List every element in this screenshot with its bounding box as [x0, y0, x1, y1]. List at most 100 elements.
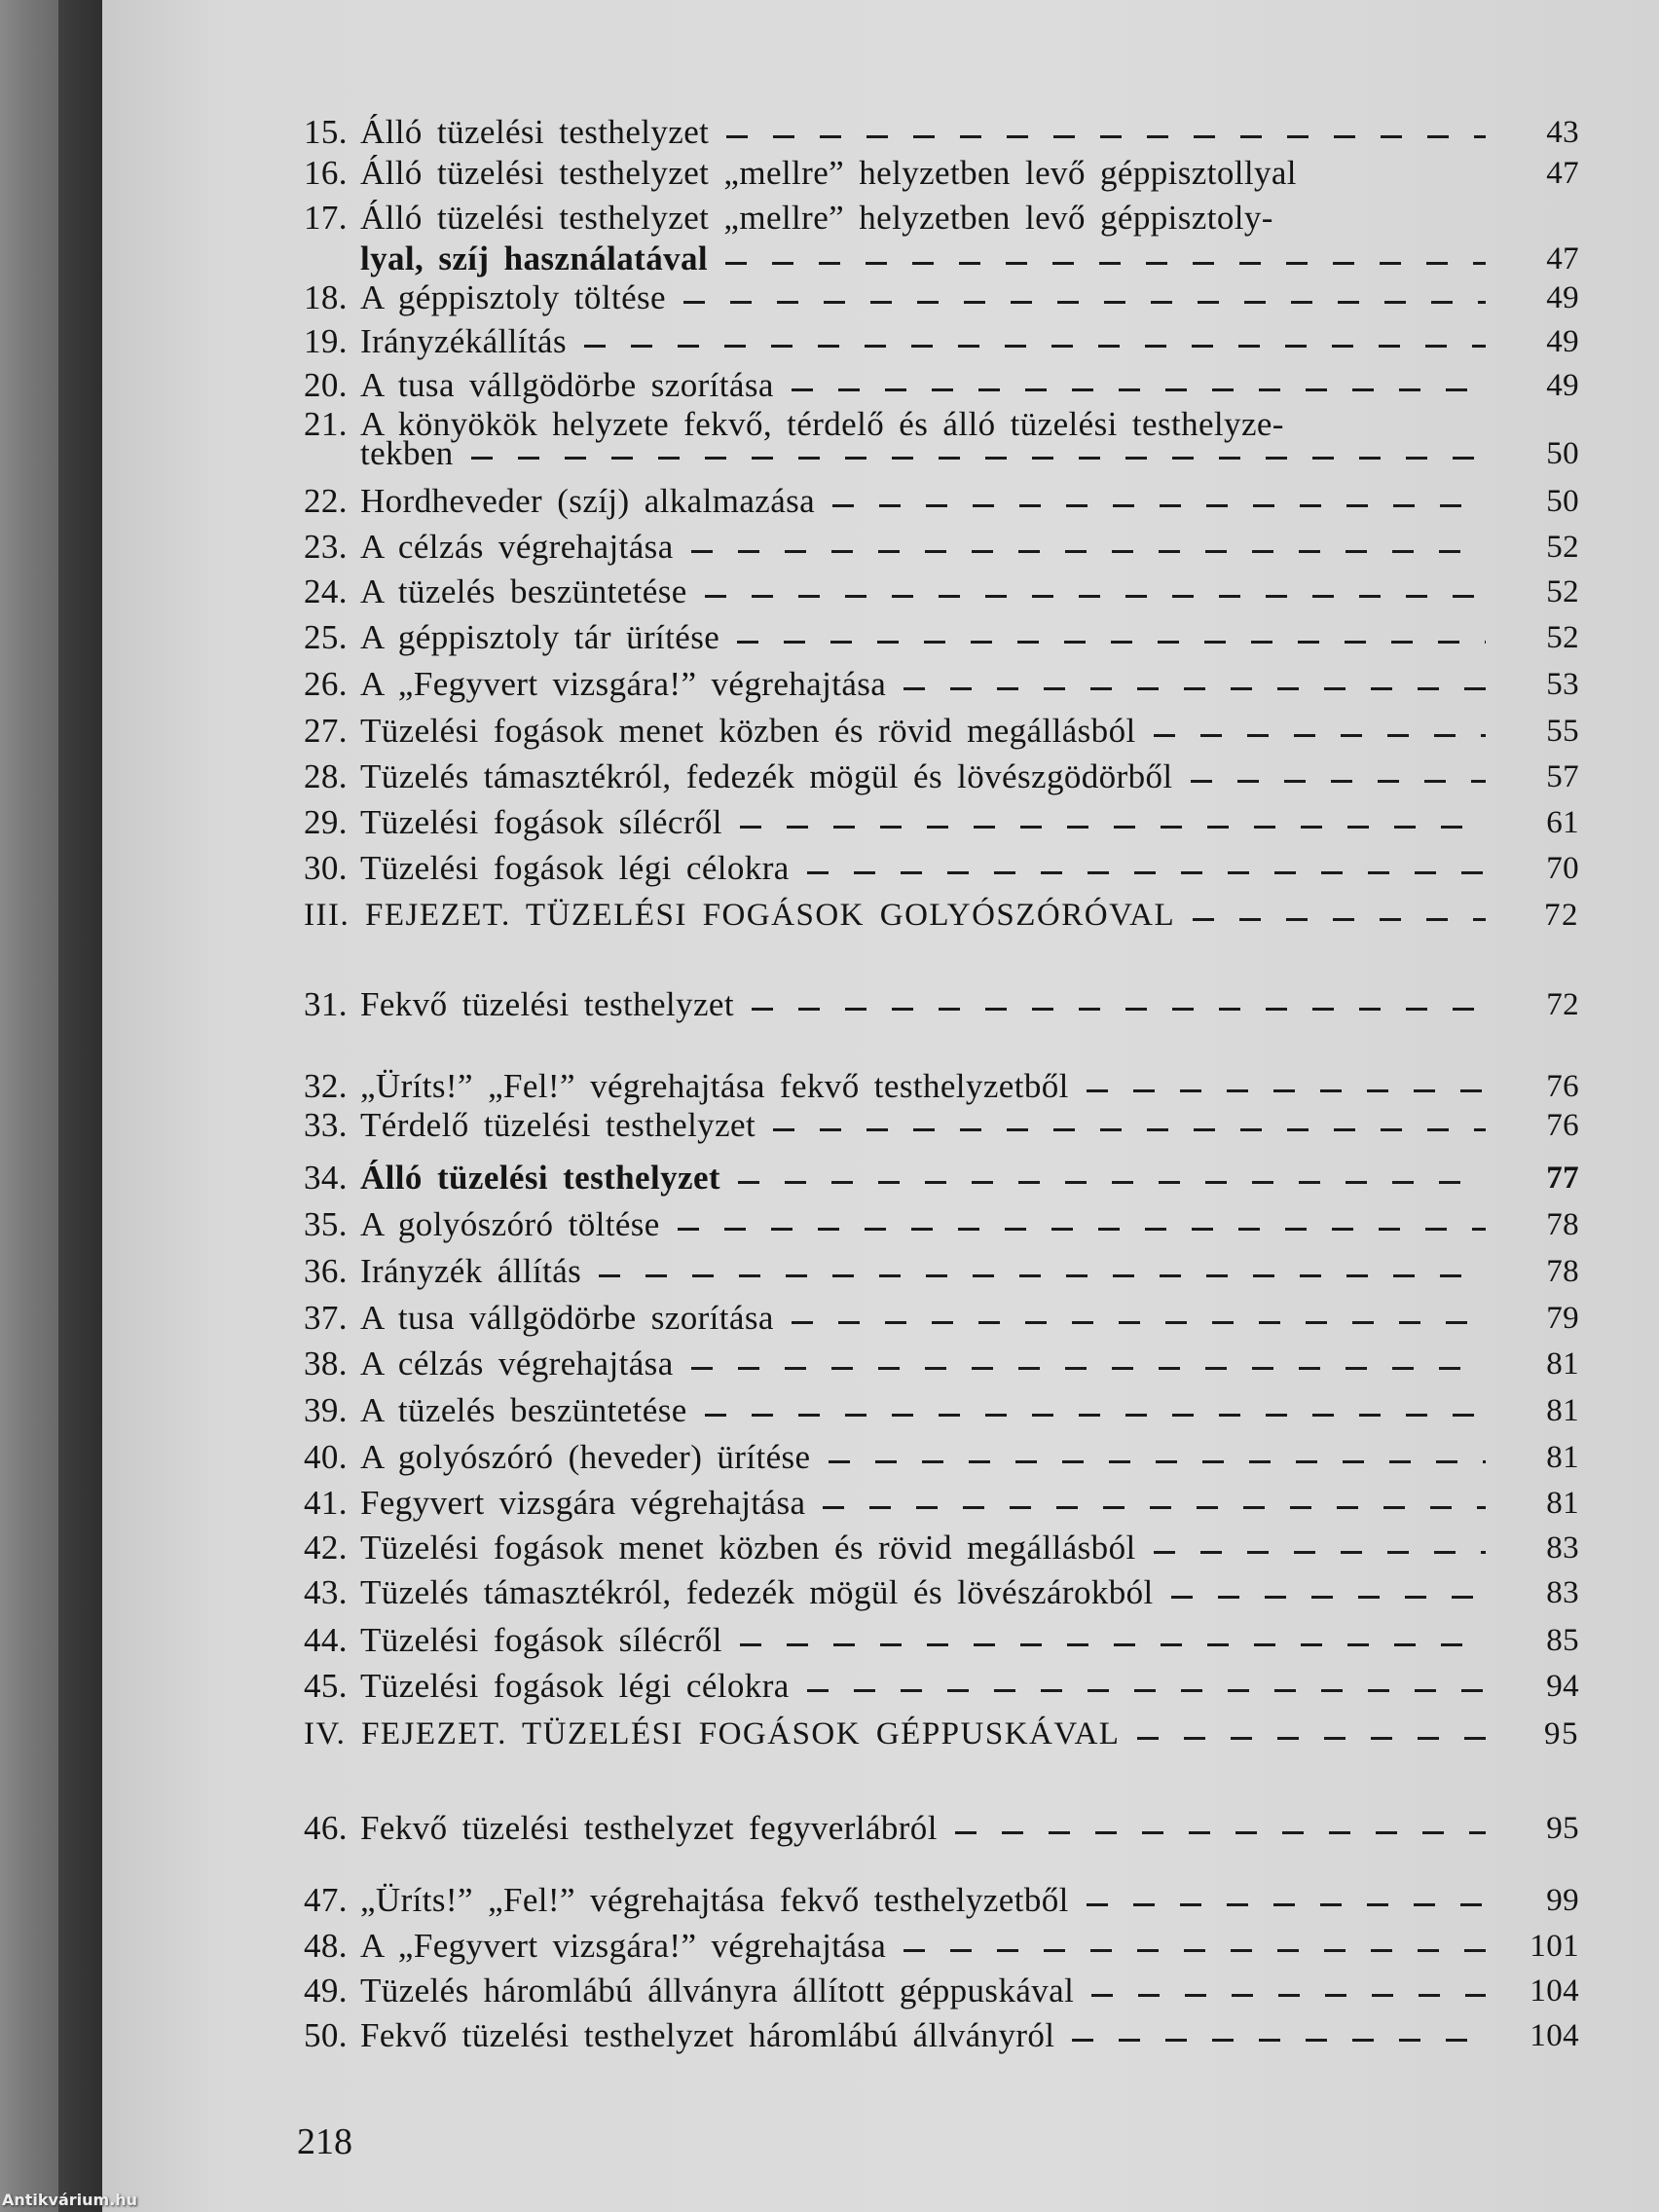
book-spine: [0, 0, 58, 2212]
watermark: Antikvárium.hu: [2, 2191, 138, 2209]
entry-page: 52: [1546, 574, 1579, 609]
dot-leader: [1072, 2039, 1486, 2042]
dot-leader: [682, 301, 1486, 304]
entry-title: A géppisztoly töltése: [360, 278, 666, 316]
toc-entry: 46. Fekvő tüzelési testhelyzet fegyverláb…: [304, 1803, 1579, 1848]
entry-page: 50: [1546, 484, 1579, 519]
entry-page: 47: [1546, 156, 1579, 191]
entry-number: 27.: [304, 712, 348, 750]
entry-number: 22.: [304, 482, 348, 520]
dot-leader: [690, 1367, 1486, 1370]
entry-title: Álló tüzelési testhelyzet: [360, 113, 710, 151]
dot-leader: [828, 1460, 1486, 1463]
toc-entry: 36. Irányzék állítás 78: [304, 1246, 1579, 1291]
entry-page: 83: [1546, 1575, 1579, 1610]
entry-title: A célzás végrehajtása: [360, 528, 674, 566]
toc-entry: 31. Fekvő tüzelési testhelyzet 72: [304, 979, 1579, 1024]
toc-entry: 44. Tüzelési fogások sílécről 85: [304, 1615, 1579, 1660]
entry-number: 28.: [304, 757, 348, 795]
toc-entry: 45. Tüzelési fogások légi célokra 94: [304, 1661, 1579, 1706]
entry-number: 40.: [304, 1438, 348, 1476]
entry-number: 41.: [304, 1484, 348, 1522]
entry-title: A tusa vállgödörbe szorítása: [360, 1299, 774, 1337]
toc-entry: 42. Tüzelési fogások menet közben és rövi…: [304, 1523, 1579, 1567]
entry-title: Tüzelés támasztékról, fedezék mögül és l…: [360, 1573, 1154, 1611]
dot-leader: [739, 1643, 1486, 1646]
entry-number: 50.: [304, 2016, 348, 2054]
entry-number: 43.: [304, 1573, 348, 1611]
toc-entry: 32. „Üríts!” „Fel!” végrehajtása fekvő te…: [304, 1061, 1579, 1106]
dot-leader: [1091, 1994, 1486, 1997]
entry-title: Álló tüzelési testhelyzet „mellre” helyz…: [360, 154, 1297, 192]
entry-title: Térdelő tüzelési testhelyzet: [360, 1106, 756, 1144]
entry-number: 26.: [304, 665, 348, 703]
entry-title: Tüzelési fogások légi célokra: [360, 849, 790, 887]
entry-number: 21.: [304, 405, 348, 443]
entry-title: Irányzékállítás: [360, 322, 568, 360]
dot-leader: [1137, 1737, 1486, 1740]
dot-leader: [704, 595, 1486, 598]
entry-page: 95: [1546, 1811, 1579, 1846]
entry-page: 94: [1546, 1669, 1579, 1704]
toc-entry: 20. A tusa vállgödörbe szorítása 49: [304, 360, 1579, 405]
entry-title: „Üríts!” „Fel!” végrehajtása fekvő testh…: [360, 1067, 1069, 1105]
toc-entry: 17. Álló tüzelési testhelyzet „mellre” he…: [304, 193, 1579, 238]
entry-page: 47: [1546, 241, 1579, 276]
dot-leader: [903, 1949, 1486, 1952]
dot-leader: [773, 1128, 1486, 1131]
toc-entry: 23. A célzás végrehajtása 52: [304, 522, 1579, 567]
entry-page: 76: [1546, 1108, 1579, 1143]
toc-entry: 26. A „Fegyvert vizsgára!” végrehajtása 53: [304, 659, 1579, 704]
entry-number: 44.: [304, 1621, 348, 1659]
toc-entry: 35. A golyószóró töltése 78: [304, 1199, 1579, 1244]
entry-title: A tüzelés beszüntetése: [360, 1391, 687, 1429]
entry-page: 57: [1546, 759, 1579, 794]
entry-number: 29.: [304, 803, 348, 841]
toc-entry: 29. Tüzelési fogások sílécről 61: [304, 797, 1579, 842]
entry-title: Fekvő tüzelési testhelyzet: [360, 985, 734, 1023]
toc-entry: 48. A „Fegyvert vizsgára!” végrehajtása 10…: [304, 1921, 1579, 1966]
dot-leader: [690, 550, 1486, 553]
entry-page: 50: [1546, 436, 1579, 471]
entry-number: 45.: [304, 1667, 348, 1705]
entry-page: 76: [1546, 1069, 1579, 1104]
toc-entry: 19. Irányzékállítás 49: [304, 316, 1579, 361]
entry-title: A tüzelés beszüntetése: [360, 572, 687, 610]
entry-number: 35.: [304, 1205, 348, 1243]
entry-page: 55: [1546, 714, 1579, 749]
dot-leader: [1170, 1596, 1486, 1599]
dot-leader: [791, 388, 1486, 391]
entry-page: 81: [1546, 1393, 1579, 1428]
entry-title: lyal, szíj használatával: [360, 240, 709, 277]
dot-leader: [677, 1228, 1486, 1231]
entry-title: Álló tüzelési testhelyzet „mellre” helyz…: [360, 199, 1273, 237]
entry-title: A golyószóró (heveder) ürítése: [360, 1438, 811, 1476]
entry-title: A géppisztoly tár ürítése: [360, 618, 720, 656]
entry-title: Álló tüzelési testhelyzet: [360, 1159, 720, 1197]
entry-number: 47.: [304, 1881, 348, 1919]
toc-entry: 34. Álló tüzelési testhelyzet 77: [304, 1153, 1579, 1198]
dot-leader: [726, 135, 1486, 138]
entry-number: 20.: [304, 366, 348, 404]
entry-number: 16.: [304, 154, 348, 192]
entry-title: Tüzelés háromlábú állványra állított gép…: [360, 1972, 1075, 2009]
entry-number: 42.: [304, 1529, 348, 1567]
toc-entry: 38. A célzás végrehajtása 81: [304, 1339, 1579, 1383]
toc-entry: 50. Fekvő tüzelési testhelyzet háromlábú …: [304, 2010, 1579, 2055]
entry-page: 52: [1546, 530, 1579, 565]
dot-leader: [470, 457, 1486, 460]
toc-entry: 18. A géppisztoly töltése 49: [304, 273, 1579, 317]
entry-title: Tüzelés támasztékról, fedezék mögül és l…: [360, 757, 1173, 795]
entry-page: 79: [1546, 1301, 1579, 1336]
entry-page: 104: [1530, 2018, 1579, 2053]
entry-number: 48.: [304, 1927, 348, 1965]
entry-number: 31.: [304, 985, 348, 1023]
entry-page: 78: [1546, 1207, 1579, 1242]
dot-leader: [1153, 734, 1486, 737]
dot-leader: [737, 1181, 1486, 1184]
entry-number: 32.: [304, 1067, 348, 1105]
entry-page: 52: [1546, 620, 1579, 655]
entry-title: Tüzelési fogások sílécről: [360, 803, 722, 841]
entry-title: „Üríts!” „Fel!” végrehajtása fekvő testh…: [360, 1881, 1069, 1919]
entry-title: Tüzelési fogások menet közben és rövid m…: [360, 1529, 1136, 1567]
